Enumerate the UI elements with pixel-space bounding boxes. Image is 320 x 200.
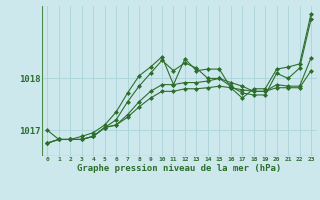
X-axis label: Graphe pression niveau de la mer (hPa): Graphe pression niveau de la mer (hPa) [77,164,281,173]
